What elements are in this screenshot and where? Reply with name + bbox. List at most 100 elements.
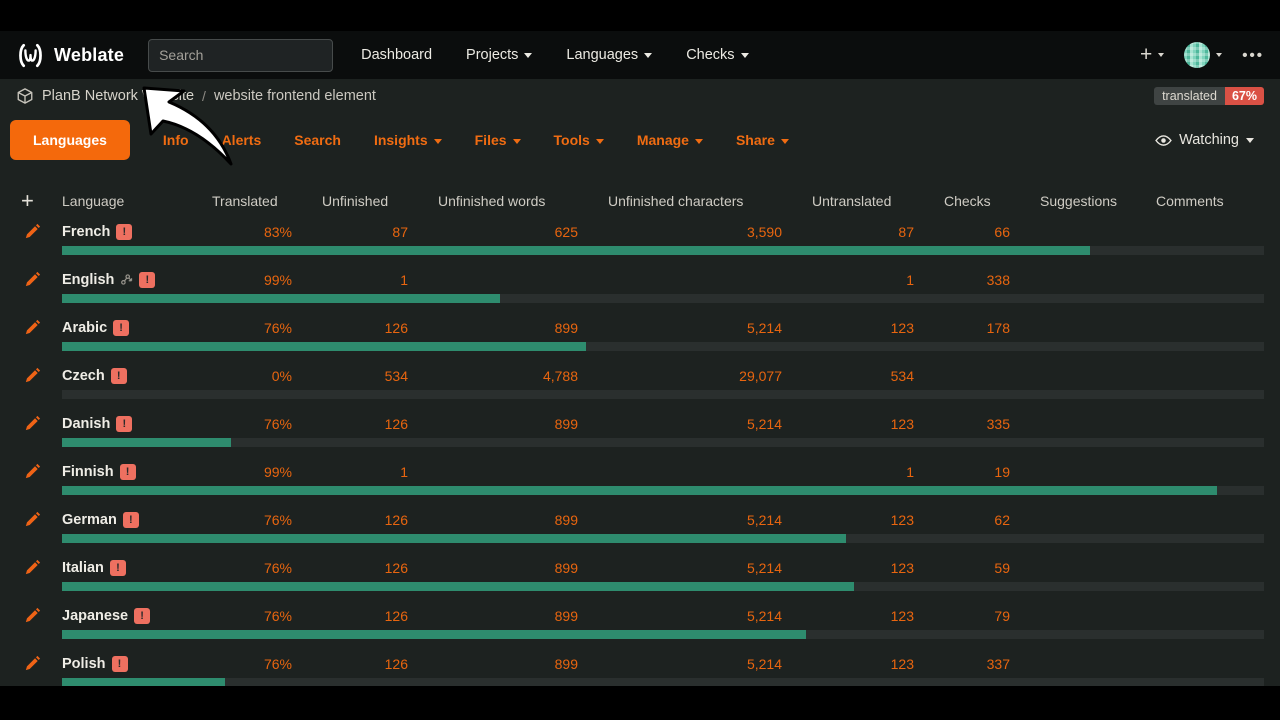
cell-translated[interactable]: 76% — [263, 415, 292, 432]
cell-translated[interactable]: 99% — [263, 463, 292, 480]
cell-unfinished[interactable]: 126 — [384, 415, 408, 432]
language-link[interactable]: English — [62, 271, 115, 288]
user-menu[interactable] — [1184, 42, 1223, 68]
breadcrumb-project-link[interactable]: PlanB Network Website — [42, 88, 195, 104]
col-header-unfinished-words[interactable]: Unfinished words — [438, 193, 546, 209]
cell-checks[interactable]: 66 — [994, 223, 1010, 240]
cell-checks[interactable]: 59 — [994, 559, 1010, 576]
add-language-button[interactable]: + — [16, 190, 62, 212]
col-header-unfinished-characters[interactable]: Unfinished characters — [608, 193, 744, 209]
edit-language-button[interactable] — [23, 222, 42, 241]
language-link[interactable]: French — [62, 223, 111, 240]
edit-language-button[interactable] — [23, 654, 42, 673]
cell-untranslated[interactable]: 123 — [890, 319, 914, 336]
cell-unfinished-characters[interactable]: 5,214 — [746, 415, 782, 432]
cell-unfinished[interactable]: 126 — [384, 607, 408, 624]
search-input[interactable] — [148, 38, 334, 72]
weblate-brand-link[interactable]: Weblate — [16, 41, 124, 70]
cell-untranslated[interactable]: 123 — [890, 559, 914, 576]
cell-translated[interactable]: 99% — [263, 271, 292, 288]
cell-translated[interactable]: 76% — [263, 319, 292, 336]
cell-translated[interactable]: 0% — [271, 367, 292, 384]
edit-language-button[interactable] — [23, 366, 42, 385]
tab-tools[interactable]: Tools — [554, 132, 604, 148]
col-header-untranslated[interactable]: Untranslated — [812, 193, 892, 209]
cell-unfinished-words[interactable]: 899 — [554, 319, 578, 336]
language-link[interactable]: Italian — [62, 559, 104, 576]
cell-untranslated[interactable]: 123 — [890, 607, 914, 624]
tab-files[interactable]: Files — [475, 132, 521, 148]
language-link[interactable]: Arabic — [62, 319, 108, 336]
cell-unfinished-words[interactable]: 899 — [554, 607, 578, 624]
cell-checks[interactable]: 178 — [986, 319, 1010, 336]
cell-unfinished-characters[interactable]: 5,214 — [746, 511, 782, 528]
nav-checks-menu[interactable]: Checks — [686, 47, 749, 63]
cell-unfinished-words[interactable]: 4,788 — [542, 367, 578, 384]
cell-unfinished-characters[interactable]: 3,590 — [746, 223, 782, 240]
cell-translated[interactable]: 76% — [263, 511, 292, 528]
cell-unfinished[interactable]: 126 — [384, 559, 408, 576]
alert-badge[interactable]: ! — [113, 319, 130, 336]
cell-translated[interactable]: 76% — [263, 559, 292, 576]
edit-language-button[interactable] — [23, 462, 42, 481]
cell-unfinished[interactable]: 126 — [384, 511, 408, 528]
alert-badge[interactable]: ! — [119, 463, 136, 480]
cell-unfinished[interactable]: 126 — [384, 319, 408, 336]
cell-untranslated[interactable]: 534 — [890, 367, 914, 384]
nav-projects-menu[interactable]: Projects — [466, 47, 533, 63]
cell-unfinished-characters[interactable]: 5,214 — [746, 319, 782, 336]
cell-checks[interactable]: 79 — [994, 607, 1010, 624]
tab-info[interactable]: Info — [162, 132, 189, 148]
language-link[interactable]: Czech — [62, 367, 105, 384]
language-link[interactable]: Japanese — [62, 607, 129, 624]
cell-unfinished-characters[interactable]: 5,214 — [746, 559, 782, 576]
cell-translated[interactable]: 76% — [263, 655, 292, 672]
col-header-language[interactable]: Language — [62, 193, 125, 209]
col-header-translated[interactable]: Translated — [212, 193, 278, 209]
col-header-comments[interactable]: Comments — [1156, 193, 1224, 209]
cell-unfinished-words[interactable]: 625 — [554, 223, 578, 240]
language-link[interactable]: Finnish — [62, 463, 114, 480]
alert-badge[interactable]: ! — [139, 271, 156, 288]
language-link[interactable]: Danish — [62, 415, 111, 432]
cell-unfinished[interactable]: 1 — [400, 271, 408, 288]
cell-unfinished-words[interactable]: 899 — [554, 511, 578, 528]
alert-badge[interactable]: ! — [116, 415, 133, 432]
cell-untranslated[interactable]: 87 — [898, 223, 914, 240]
cell-unfinished[interactable]: 87 — [392, 223, 408, 240]
cell-translated[interactable]: 76% — [263, 607, 292, 624]
col-header-suggestions[interactable]: Suggestions — [1040, 193, 1118, 209]
cell-untranslated[interactable]: 123 — [890, 511, 914, 528]
cell-unfinished-characters[interactable]: 29,077 — [739, 367, 782, 384]
tab-share[interactable]: Share — [736, 132, 789, 148]
language-link[interactable]: German — [62, 511, 117, 528]
cell-untranslated[interactable]: 123 — [890, 415, 914, 432]
col-header-checks[interactable]: Checks — [944, 193, 991, 209]
tab-manage[interactable]: Manage — [637, 132, 703, 148]
edit-language-button[interactable] — [23, 318, 42, 337]
alert-badge[interactable]: ! — [134, 607, 151, 624]
cell-unfinished-characters[interactable]: 5,214 — [746, 655, 782, 672]
cell-unfinished[interactable]: 126 — [384, 655, 408, 672]
cell-unfinished[interactable]: 534 — [384, 367, 408, 384]
edit-language-button[interactable] — [23, 414, 42, 433]
cell-untranslated[interactable]: 123 — [890, 655, 914, 672]
alert-badge[interactable]: ! — [109, 559, 126, 576]
cell-unfinished-characters[interactable]: 5,214 — [746, 607, 782, 624]
cell-unfinished-words[interactable]: 899 — [554, 655, 578, 672]
cell-unfinished-words[interactable]: 899 — [554, 415, 578, 432]
nav-languages-menu[interactable]: Languages — [566, 47, 653, 63]
cell-checks[interactable]: 335 — [986, 415, 1010, 432]
cell-checks[interactable]: 338 — [986, 271, 1010, 288]
watching-dropdown[interactable]: Watching — [1155, 132, 1254, 148]
cell-translated[interactable]: 83% — [263, 223, 292, 240]
edit-language-button[interactable] — [23, 270, 42, 289]
col-header-unfinished[interactable]: Unfinished — [322, 193, 389, 209]
edit-language-button[interactable] — [23, 510, 42, 529]
overflow-menu[interactable]: ••• — [1242, 46, 1264, 64]
cell-checks[interactable]: 62 — [994, 511, 1010, 528]
edit-language-button[interactable] — [23, 606, 42, 625]
cell-checks[interactable]: 19 — [994, 463, 1010, 480]
cell-checks[interactable]: 337 — [986, 655, 1010, 672]
cell-unfinished-words[interactable]: 899 — [554, 559, 578, 576]
